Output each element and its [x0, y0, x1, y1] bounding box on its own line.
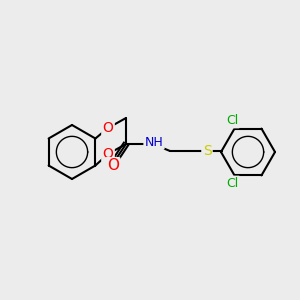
Text: O: O [103, 121, 113, 135]
Text: NH: NH [145, 136, 164, 148]
Text: Cl: Cl [226, 114, 238, 127]
Text: O: O [103, 147, 113, 161]
Text: S: S [202, 144, 211, 158]
Text: O: O [107, 158, 119, 173]
Text: Cl: Cl [226, 177, 238, 190]
